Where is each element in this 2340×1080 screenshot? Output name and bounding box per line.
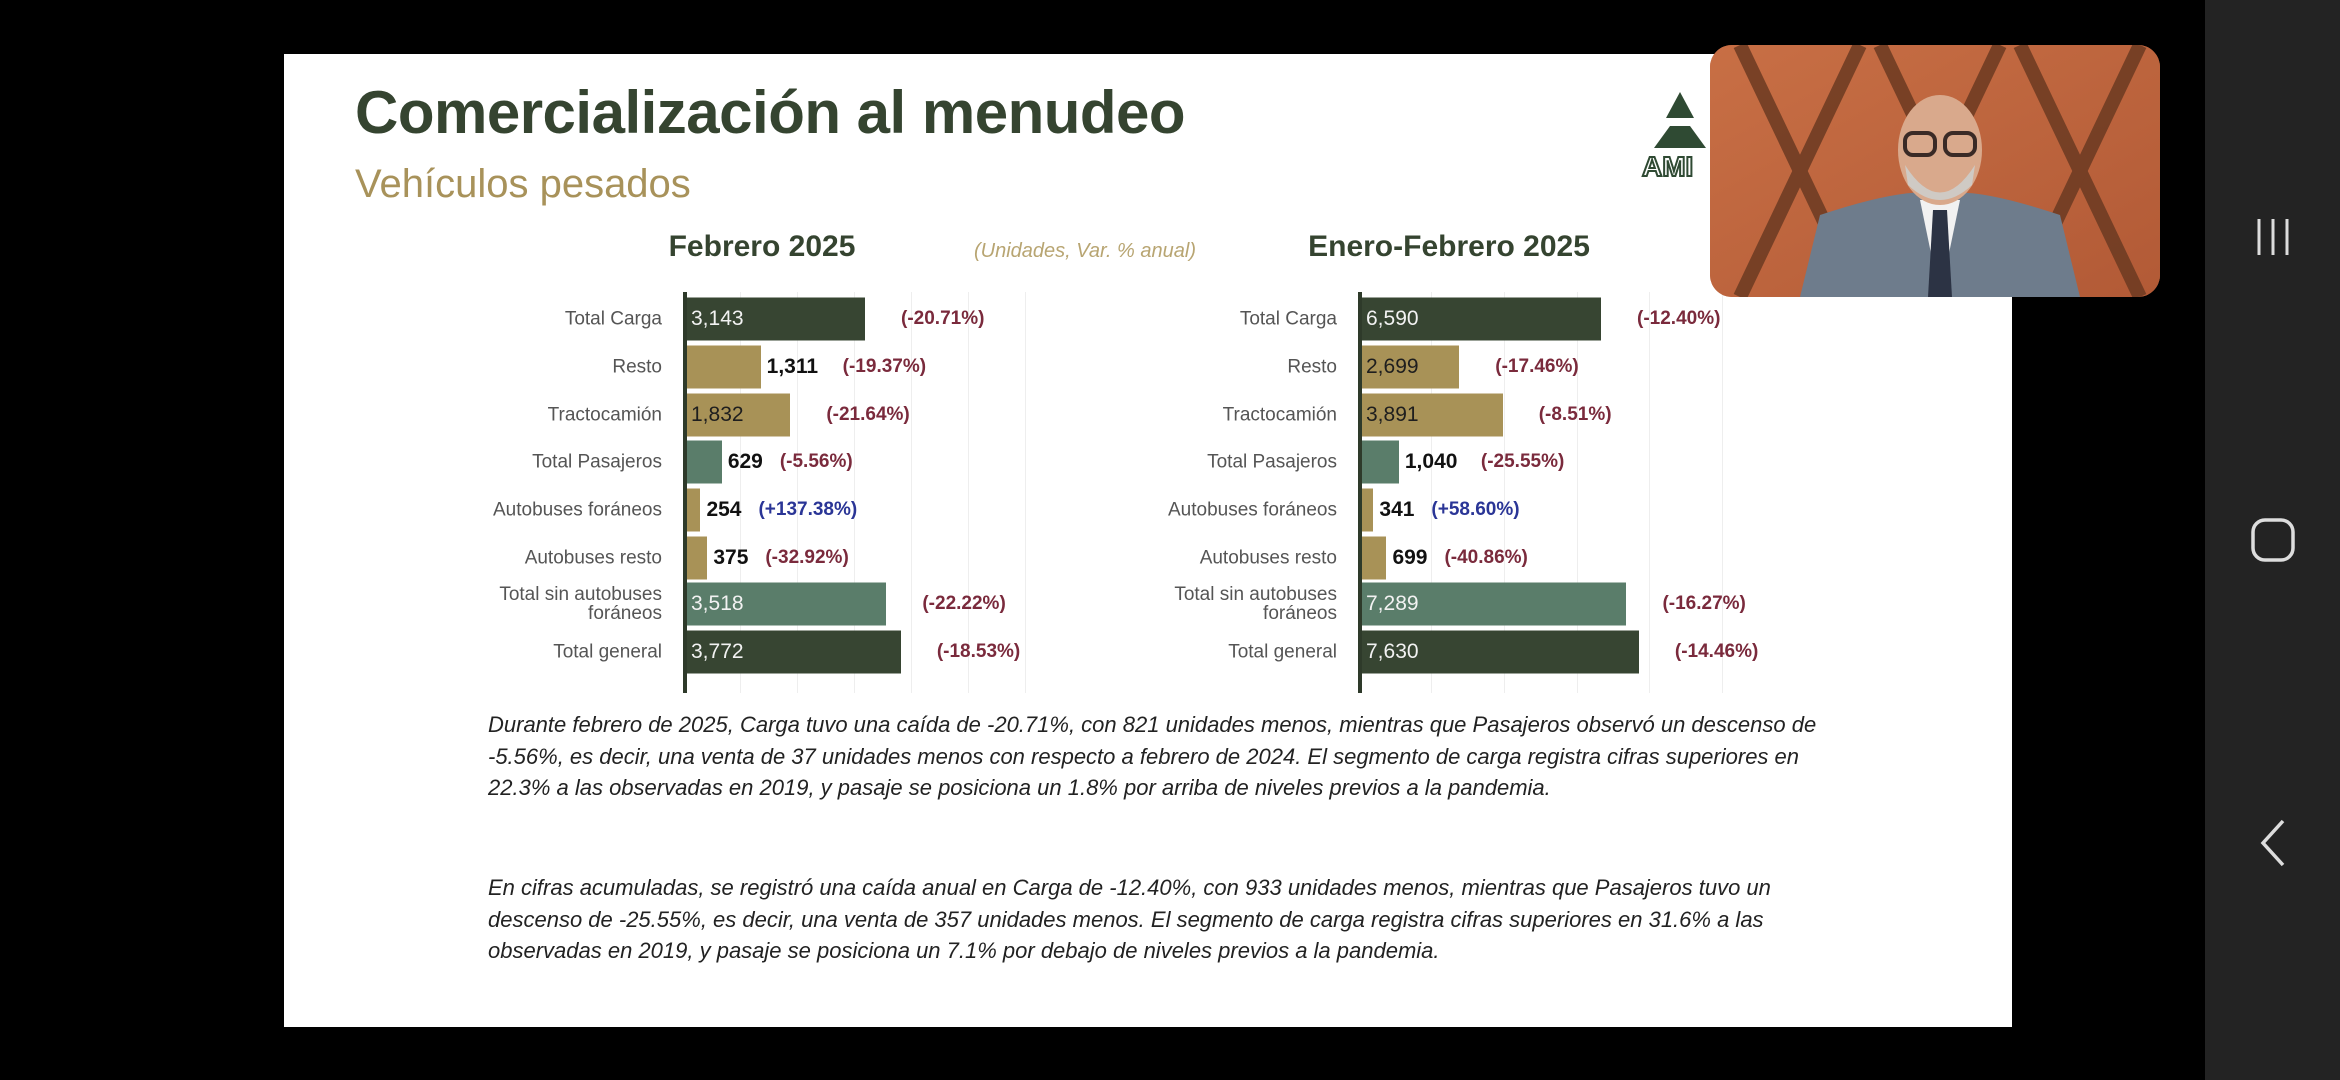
value-label: 1,311: [766, 354, 819, 378]
gridline: [1503, 292, 1505, 693]
value-label: 3,518: [691, 591, 744, 615]
category-label: Total Carga: [564, 308, 662, 330]
category-label: Autobuses resto: [1199, 547, 1337, 569]
category-label: Total Carga: [1239, 308, 1337, 330]
category-label: Tractocamión: [1222, 404, 1337, 426]
change-label: (-8.51%): [1538, 403, 1612, 425]
gridline: [1430, 292, 1432, 693]
bar-tractocami-n: [686, 393, 791, 437]
bar-tractocami-n: [1361, 393, 1503, 437]
value-label: 699: [1392, 546, 1428, 569]
category-label: Resto: [612, 356, 662, 378]
bar-resto: [686, 345, 761, 389]
change-label: (-25.55%): [1480, 451, 1565, 473]
value-label: 1,832: [691, 402, 744, 426]
category-label: Total sin autobuses foráneos: [499, 583, 662, 624]
chart-axis: [1358, 292, 1362, 693]
bar-total-pasajeros: [686, 440, 722, 484]
bar-total-general: [686, 630, 901, 674]
bar-total-sin-autobuses-for-neos: [686, 582, 887, 626]
category-label: Total general: [1228, 641, 1337, 663]
category-label: Total Pasajeros: [1207, 451, 1337, 473]
change-label: (-17.46%): [1495, 355, 1579, 377]
gridline: [1649, 292, 1651, 693]
change-label: (-22.22%): [922, 592, 1006, 614]
category-label: Autobuses foráneos: [492, 499, 662, 521]
value-label: 341: [1379, 498, 1415, 522]
bar-autobuses-resto: [1361, 536, 1387, 580]
value-label: 629: [727, 450, 763, 474]
svg-text:AMI: AMI: [1642, 151, 1693, 180]
chart-title-febrero: Febrero 2025: [668, 230, 856, 263]
category-label: Total sin autobuses foráneos: [1174, 583, 1337, 624]
gridline: [853, 292, 855, 693]
value-label: 3,143: [691, 307, 744, 330]
value-label: 7,289: [1366, 591, 1419, 615]
change-label: (-32.92%): [765, 547, 849, 568]
change-label: (-12.40%): [1637, 308, 1721, 329]
change-label: (-20.71%): [901, 308, 985, 329]
bar-total-carga: [686, 297, 865, 341]
value-label: 2,699: [1366, 354, 1419, 378]
slide-title: Comercialización al menudeo: [355, 79, 1186, 146]
units-note: (Unidades, Var. % anual): [974, 240, 1196, 262]
gridline: [967, 292, 969, 693]
category-label: Total Pasajeros: [532, 451, 662, 473]
category-label: Resto: [1287, 356, 1337, 378]
value-label: 1,040: [1404, 450, 1458, 474]
value-label: 7,630: [1366, 639, 1419, 663]
change-label: (-21.64%): [826, 403, 910, 425]
paragraph-cumulative: En cifras acumuladas, se registró una ca…: [488, 875, 1771, 963]
back-icon: [2260, 819, 2284, 867]
value-label: 3,772: [691, 639, 744, 663]
gridline: [739, 292, 741, 693]
bar-autobuses-for-neos: [686, 488, 701, 532]
chart-title-enero-febrero: Enero-Febrero 2025: [1308, 230, 1590, 263]
gridline: [796, 292, 798, 693]
change-label: (+137.38%): [758, 499, 858, 521]
slide-subtitle: Vehículos pesados: [355, 162, 691, 206]
bar-total-pasajeros: [1361, 440, 1399, 484]
change-label: (+58.60%): [1431, 499, 1520, 521]
category-label: Tractocamión: [547, 404, 662, 426]
bar-autobuses-for-neos: [1361, 488, 1374, 532]
bar-total-sin-autobuses-for-neos: [1361, 582, 1627, 626]
change-label: (-18.53%): [936, 640, 1021, 662]
bar-total-general: [1361, 630, 1639, 674]
change-label: (-40.86%): [1444, 547, 1528, 568]
paragraph-monthly: Durante febrero de 2025, Carga tuvo una …: [488, 712, 1817, 800]
change-label: (-16.27%): [1662, 592, 1746, 614]
amia-logo-icon: AMI: [1641, 92, 1706, 180]
category-label: Autobuses resto: [524, 547, 662, 569]
change-label: (-5.56%): [779, 451, 853, 473]
value-label: 375: [713, 546, 749, 569]
gridline: [910, 292, 912, 693]
category-label: Total general: [553, 641, 662, 663]
value-label: 254: [706, 498, 742, 522]
home-button[interactable]: [2205, 500, 2340, 580]
gridline: [1722, 292, 1724, 693]
category-label: Autobuses foráneos: [1167, 499, 1337, 521]
android-nav-bar: [2205, 0, 2340, 1080]
value-label: 3,891: [1366, 402, 1419, 426]
bar-total-carga: [1361, 297, 1601, 341]
value-label: 6,590: [1366, 307, 1419, 330]
bar-resto: [1361, 345, 1460, 389]
gridline: [1024, 292, 1026, 693]
speaker-video-overlay[interactable]: [1710, 45, 2160, 297]
recents-icon: [2257, 219, 2288, 255]
recents-button[interactable]: [2205, 197, 2340, 277]
change-label: (-14.46%): [1674, 640, 1759, 662]
bar-autobuses-resto: [686, 536, 708, 580]
home-icon: [2250, 518, 2295, 562]
chart-axis: [683, 292, 687, 693]
change-label: (-19.37%): [842, 355, 927, 377]
back-button[interactable]: [2205, 803, 2340, 883]
gridline: [1576, 292, 1578, 693]
speaker-video-icon: [1710, 45, 2160, 297]
